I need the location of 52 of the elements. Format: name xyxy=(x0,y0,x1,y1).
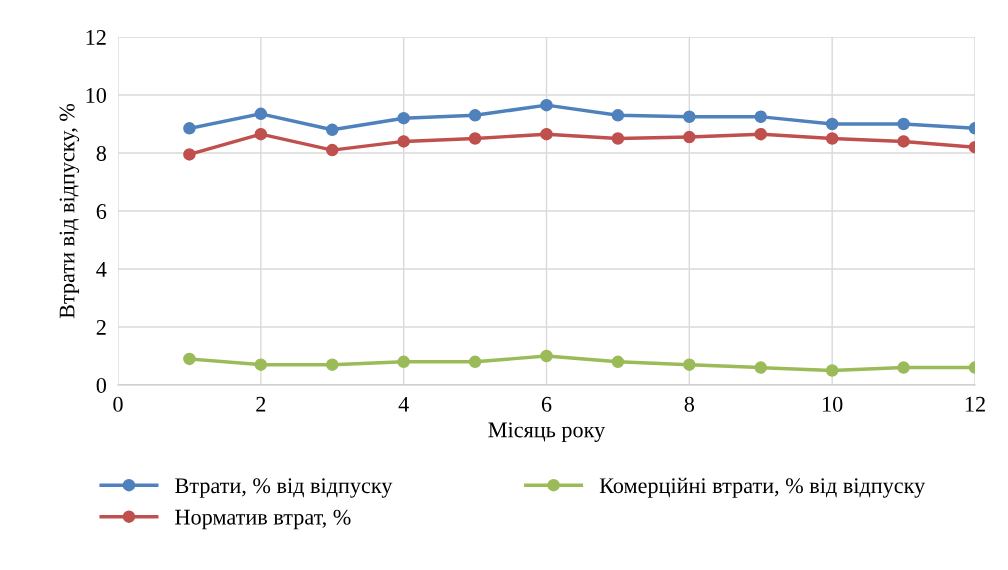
point xyxy=(325,123,339,137)
x-tick-label: 2 xyxy=(256,396,266,412)
y-axis-title: Втрати від відпуску, % xyxy=(59,103,80,319)
y-tick-label: 0 xyxy=(96,377,107,393)
x-tick-label: 8 xyxy=(684,396,695,412)
point xyxy=(183,148,196,161)
x-tick-label: 12 xyxy=(965,396,985,412)
point xyxy=(754,110,768,124)
point xyxy=(183,122,196,135)
point xyxy=(468,355,482,369)
point xyxy=(397,355,410,369)
point xyxy=(611,109,625,122)
point xyxy=(825,132,839,145)
point xyxy=(825,364,839,377)
point xyxy=(683,358,696,371)
point xyxy=(754,361,768,374)
point xyxy=(254,107,268,121)
point xyxy=(397,135,410,148)
point xyxy=(540,127,553,141)
point xyxy=(897,135,910,148)
x-axis-title: Місяць року xyxy=(488,422,606,442)
y-tick-label: 4 xyxy=(96,262,107,277)
point xyxy=(754,127,768,141)
x-tick-label: 6 xyxy=(541,396,552,412)
point xyxy=(897,117,910,131)
x-tick-label: 10 xyxy=(823,396,843,412)
point xyxy=(468,109,482,122)
point xyxy=(254,358,268,371)
y-tick-label: 6 xyxy=(96,203,107,219)
legend-label: Втрати, % від відпуску xyxy=(175,478,393,498)
y-tick-label: 10 xyxy=(86,87,107,103)
point xyxy=(611,132,625,145)
point xyxy=(325,143,339,157)
legend-label: Комерційні втрати, % від відпуску xyxy=(599,477,926,498)
point xyxy=(325,358,339,371)
point xyxy=(397,111,410,125)
point xyxy=(540,98,553,112)
point xyxy=(825,117,839,131)
y-tick-label: 2 xyxy=(96,319,106,335)
point xyxy=(611,355,625,369)
legend-label: Норматив втрат, % xyxy=(175,509,351,530)
y-tick-label: 8 xyxy=(96,145,107,161)
x-tick-label: 0 xyxy=(113,396,123,412)
y-tick-label: 12 xyxy=(86,29,106,45)
x-tick-label: 4 xyxy=(398,396,409,412)
point xyxy=(183,352,196,366)
point xyxy=(683,130,696,144)
point xyxy=(540,349,553,363)
point xyxy=(683,110,696,124)
point xyxy=(254,127,268,141)
point xyxy=(468,132,482,145)
point xyxy=(897,361,910,374)
